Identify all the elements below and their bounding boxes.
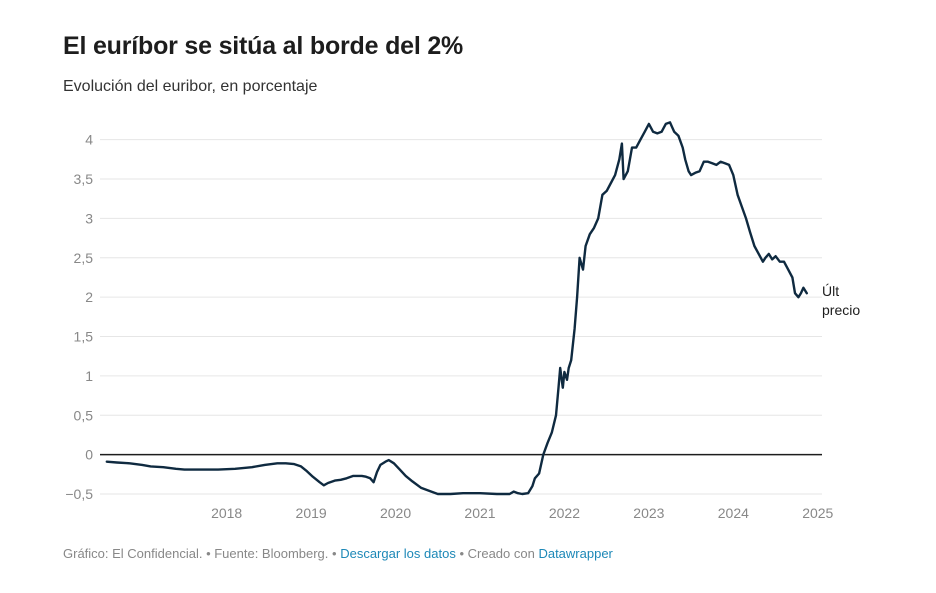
- series-line: [105, 121, 808, 496]
- x-tick-label: 2024: [718, 505, 749, 521]
- chart-footer: Gráfico: El Confidencial. • Fuente: Bloo…: [63, 546, 613, 561]
- y-tick-label: 2: [85, 289, 93, 305]
- y-tick-label: 1: [85, 368, 93, 384]
- x-tick-label: 2019: [296, 505, 327, 521]
- line-chart: 43,532,521,510,50−0,5 2018 2019 2020 2021 20…: [65, 121, 860, 521]
- y-tick-label: 0: [85, 447, 93, 463]
- series-group: [105, 121, 808, 496]
- x-tick-label: 2020: [380, 505, 411, 521]
- end-label-line: precio: [822, 302, 860, 318]
- x-tick-label: 2025: [802, 505, 833, 521]
- y-tick-label: −0,5: [65, 486, 93, 502]
- y-tick-label: 1,5: [74, 329, 94, 345]
- footer-source: Gráfico: El Confidencial. • Fuente: Bloo…: [63, 546, 337, 561]
- y-axis-labels: 4 3,5 3 2,5 2 1,5 1 0,5 0 −0,5: [65, 132, 93, 502]
- end-label-line: Últ: [822, 283, 839, 299]
- x-tick-label: 2018: [211, 505, 242, 521]
- y-tick-label: 3,5: [74, 171, 94, 187]
- end-label: Últ precio: [822, 283, 860, 318]
- x-tick-label: 2023: [633, 505, 664, 521]
- y-tick-label: 0,5: [74, 407, 94, 423]
- grid-lines: [100, 139, 822, 495]
- datawrapper-link[interactable]: Datawrapper: [538, 546, 613, 561]
- footer-created: • Creado con: [459, 546, 535, 561]
- y-tick-label: 2,5: [74, 250, 94, 266]
- chart-subtitle: Evolución del euribor, en porcentaje: [63, 78, 318, 95]
- y-tick-label: 4: [85, 132, 93, 148]
- chart-title: El euríbor se sitúa al borde del 2%: [63, 32, 464, 60]
- y-tick-label: 3: [85, 210, 93, 226]
- x-tick-label: 2021: [464, 505, 495, 521]
- x-axis-labels: 2018 2019 2020 2021 2022 2023 2024 2025: [211, 505, 833, 521]
- download-data-link[interactable]: Descargar los datos: [340, 546, 456, 561]
- x-tick-label: 2022: [549, 505, 580, 521]
